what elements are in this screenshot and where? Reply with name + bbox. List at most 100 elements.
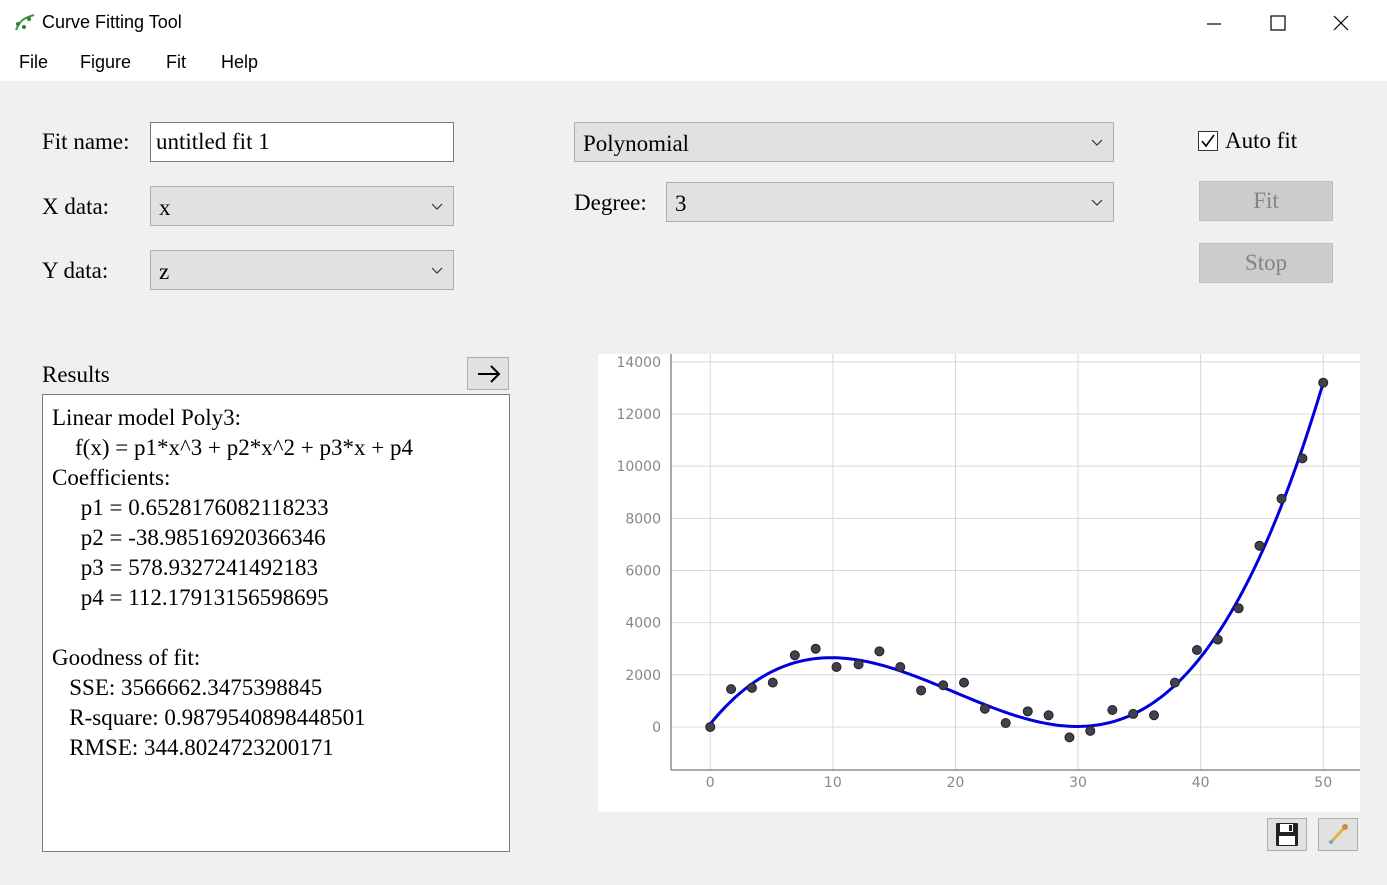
menu-figure[interactable]: Figure <box>80 52 132 72</box>
y-tick-label: 0 <box>652 720 661 736</box>
data-point <box>1212 634 1223 645</box>
plot-area: 0 10 20 30 40 50 0 2000 4000 6000 8000 10000 12000 14… <box>598 354 1360 812</box>
data-point <box>1000 718 1011 729</box>
data-point <box>938 680 949 691</box>
y-data-select[interactable]: z <box>150 250 454 290</box>
data-point <box>1318 377 1329 388</box>
data-point <box>789 650 800 661</box>
close-button[interactable] <box>1310 0 1372 46</box>
results-line: p4 = 112.17913156598695 <box>52 585 329 610</box>
data-point <box>831 661 842 672</box>
x-tick-label: 20 <box>947 775 965 791</box>
x-data-label: X data: <box>42 194 110 219</box>
export-results-button[interactable] <box>467 357 509 390</box>
results-line: Coefficients: <box>52 465 171 490</box>
y-tick-label: 6000 <box>625 563 661 579</box>
menu-bar: File Figure Fit Help <box>0 46 1387 81</box>
data-point <box>1149 710 1160 721</box>
x-tick-label: 0 <box>706 775 715 791</box>
auto-fit-label: Auto fit <box>1225 128 1298 153</box>
model-type-select[interactable]: Polynomial <box>574 122 1114 162</box>
chevron-down-icon <box>431 203 443 210</box>
window-title: Curve Fitting Tool <box>42 12 182 32</box>
data-point <box>1191 645 1202 656</box>
curve-fitting-icon <box>15 14 35 31</box>
results-line: f(x) = p1*x^3 + p2*x^2 + p3*x + p4 <box>52 435 413 460</box>
results-text: Linear model Poly3: f(x) = p1*x^3 + p2*x… <box>42 394 510 852</box>
minimize-button[interactable] <box>1183 0 1245 46</box>
menu-fit[interactable]: Fit <box>166 52 186 72</box>
data-point <box>1128 708 1139 719</box>
results-line: p2 = -38.98516920366346 <box>52 525 326 550</box>
data-point <box>1107 705 1118 716</box>
fit-name-label: Fit name: <box>42 129 130 154</box>
data-point <box>705 721 716 732</box>
data-point <box>874 646 885 657</box>
data-point <box>1254 540 1265 551</box>
data-point <box>810 643 821 654</box>
close-icon <box>1333 15 1349 31</box>
x-data-value: x <box>159 195 171 220</box>
results-line: p3 = 578.9327241492183 <box>52 555 318 580</box>
chevron-down-icon <box>1091 139 1103 146</box>
fit-button[interactable]: Fit <box>1199 181 1333 221</box>
data-point <box>1022 706 1033 717</box>
y-tick-label: 12000 <box>616 407 661 423</box>
data-point <box>767 677 778 688</box>
data-point <box>1233 603 1244 614</box>
degree-value: 3 <box>675 191 687 216</box>
data-point <box>1043 710 1054 721</box>
x-tick-label: 50 <box>1314 775 1332 791</box>
results-line: p1 = 0.6528176082118233 <box>52 495 329 520</box>
y-tick-label: 4000 <box>625 616 661 632</box>
checkmark-icon <box>1201 134 1215 148</box>
results-line: Goodness of fit: <box>52 645 201 670</box>
y-tick-label: 8000 <box>625 511 661 527</box>
results-line <box>52 613 509 643</box>
y-tick-label: 2000 <box>625 668 661 684</box>
y-tick-label: 10000 <box>616 459 661 475</box>
chevron-down-icon <box>431 267 443 274</box>
menu-help[interactable]: Help <box>221 52 259 72</box>
results-line: SSE: 3566662.3475398845 <box>52 675 323 700</box>
maximize-icon <box>1270 15 1286 31</box>
results-line: Linear model Poly3: <box>52 405 242 430</box>
degree-select[interactable]: 3 <box>666 182 1114 222</box>
maximize-button[interactable] <box>1247 0 1309 46</box>
results-line: R-square: 0.9879540898448501 <box>52 705 366 730</box>
data-point <box>916 685 927 696</box>
arrow-right-icon <box>478 365 501 383</box>
title-bar: Curve Fitting Tool <box>0 0 1387 46</box>
x-tick-label: 10 <box>824 775 842 791</box>
data-point <box>1276 493 1287 504</box>
data-point <box>726 684 737 695</box>
minimize-icon <box>1207 23 1221 25</box>
results-heading: Results <box>42 362 110 387</box>
y-data-label: Y data: <box>42 258 109 283</box>
x-data-select[interactable]: x <box>150 186 454 226</box>
degree-label: Degree: <box>574 190 647 215</box>
data-point <box>853 659 864 670</box>
data-point <box>1169 677 1180 688</box>
data-point <box>1297 453 1308 464</box>
y-tick-label: 14000 <box>616 355 661 371</box>
data-point <box>746 682 757 693</box>
chevron-down-icon <box>1091 199 1103 206</box>
stop-button[interactable]: Stop <box>1199 243 1333 283</box>
data-point <box>1085 725 1096 736</box>
save-figure-button[interactable] <box>1267 818 1307 851</box>
x-tick-label: 40 <box>1192 775 1210 791</box>
model-type-value: Polynomial <box>583 131 690 156</box>
data-point <box>979 703 990 714</box>
menu-file[interactable]: File <box>19 52 49 72</box>
data-point <box>1064 732 1075 743</box>
tool-button[interactable] <box>1318 818 1358 851</box>
data-point <box>895 661 906 672</box>
floppy-disk-icon <box>1276 823 1298 846</box>
brush-tool-icon <box>1329 824 1348 844</box>
fit-plot: 0 10 20 30 40 50 0 2000 4000 6000 8000 10000 12000 14… <box>616 354 1360 791</box>
results-line: RMSE: 344.8024723200171 <box>52 735 334 760</box>
auto-fit-checkbox[interactable] <box>1198 131 1218 151</box>
fit-name-input[interactable]: untitled fit 1 <box>150 122 454 162</box>
x-tick-label: 30 <box>1069 775 1087 791</box>
